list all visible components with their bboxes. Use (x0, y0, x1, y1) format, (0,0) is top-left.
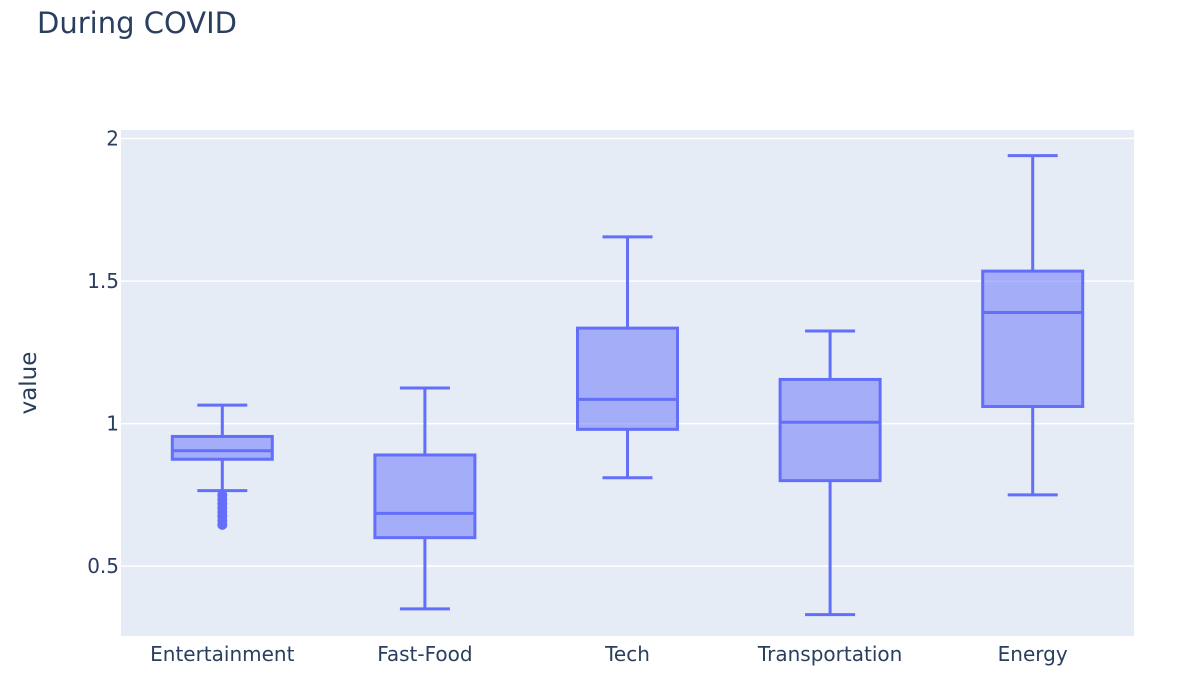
box-tech (576, 235, 679, 480)
y-axis-ticks: 0.5 1 1.5 2 (87, 127, 119, 579)
boxes (170, 154, 1085, 617)
y-tick-label: 1.5 (87, 269, 119, 293)
box-iqr (576, 326, 679, 431)
box-iqr (170, 434, 274, 461)
box-iqr (981, 269, 1085, 409)
x-tick-label: Entertainment (150, 642, 294, 666)
box-entertainment (170, 403, 274, 530)
box-transportation (778, 329, 882, 617)
x-tick-label: Energy (998, 642, 1068, 666)
x-tick-label: Transportation (757, 642, 902, 666)
box-fast-food (373, 386, 477, 611)
box-iqr (778, 377, 882, 483)
y-tick-label: 1 (106, 412, 119, 436)
y-tick-label: 2 (106, 127, 119, 151)
x-tick-label: Tech (604, 642, 650, 666)
box-iqr (373, 453, 477, 540)
x-tick-label: Fast-Food (377, 642, 472, 666)
chart-title: During COVID (37, 6, 237, 40)
x-axis-ticks: Entertainment Fast-Food Tech Transportation… (150, 642, 1068, 666)
y-axis-label: value (16, 352, 42, 415)
box-energy (981, 154, 1085, 497)
outlier-point (217, 489, 228, 500)
y-tick-label: 0.5 (87, 554, 119, 578)
